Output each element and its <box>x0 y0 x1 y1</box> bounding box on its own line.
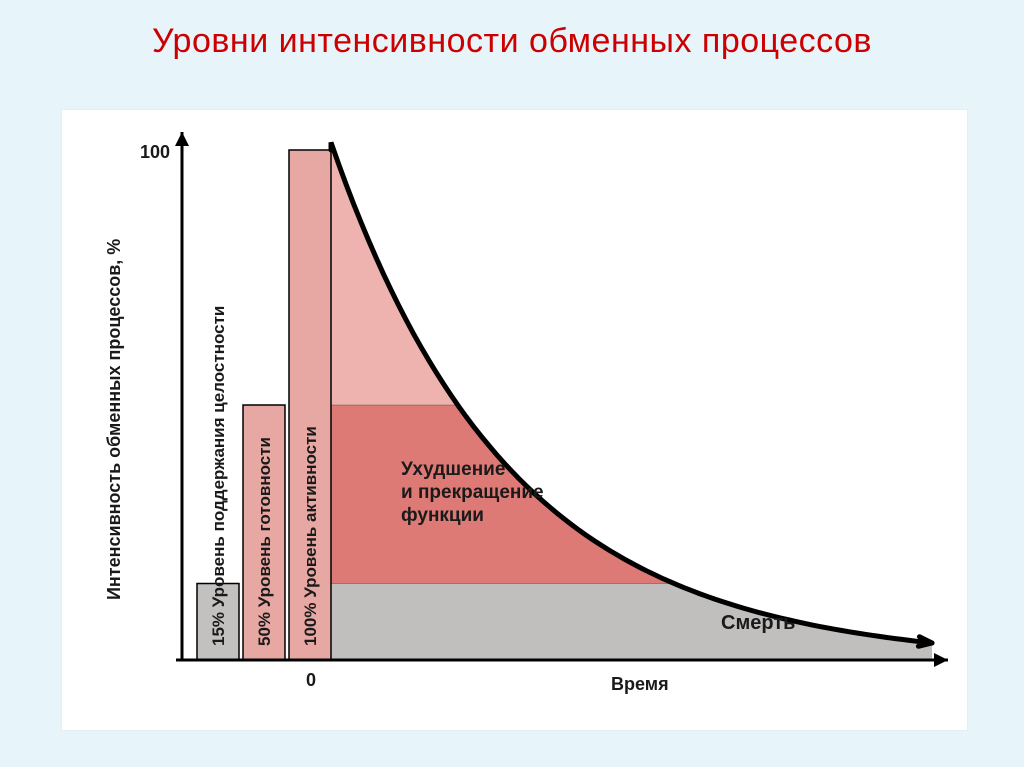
page: Уровни интенсивности обменных процессов … <box>0 0 1024 767</box>
bar-label-bar2: 50% Уровень готовности <box>255 437 274 646</box>
chart-svg: 100 0 Время Интенсивность обменных процессо… <box>62 110 967 730</box>
chart-container: 100 0 Время Интенсивность обменных процессо… <box>62 110 967 730</box>
page-title: Уровни интенсивности обменных процессов <box>0 22 1024 61</box>
bar-label-bar3: 100% Уровень активности <box>301 426 320 646</box>
region-bottom-label: Смерть <box>721 612 795 634</box>
bar-label-bar1: 15% Уровень поддержания целостности <box>209 306 228 646</box>
y-axis-label: Интенсивность обменных процессов, % <box>104 239 124 600</box>
ytick-100: 100 <box>140 142 170 162</box>
x-axis-label: Время <box>611 674 669 694</box>
origin-label: 0 <box>306 670 316 690</box>
